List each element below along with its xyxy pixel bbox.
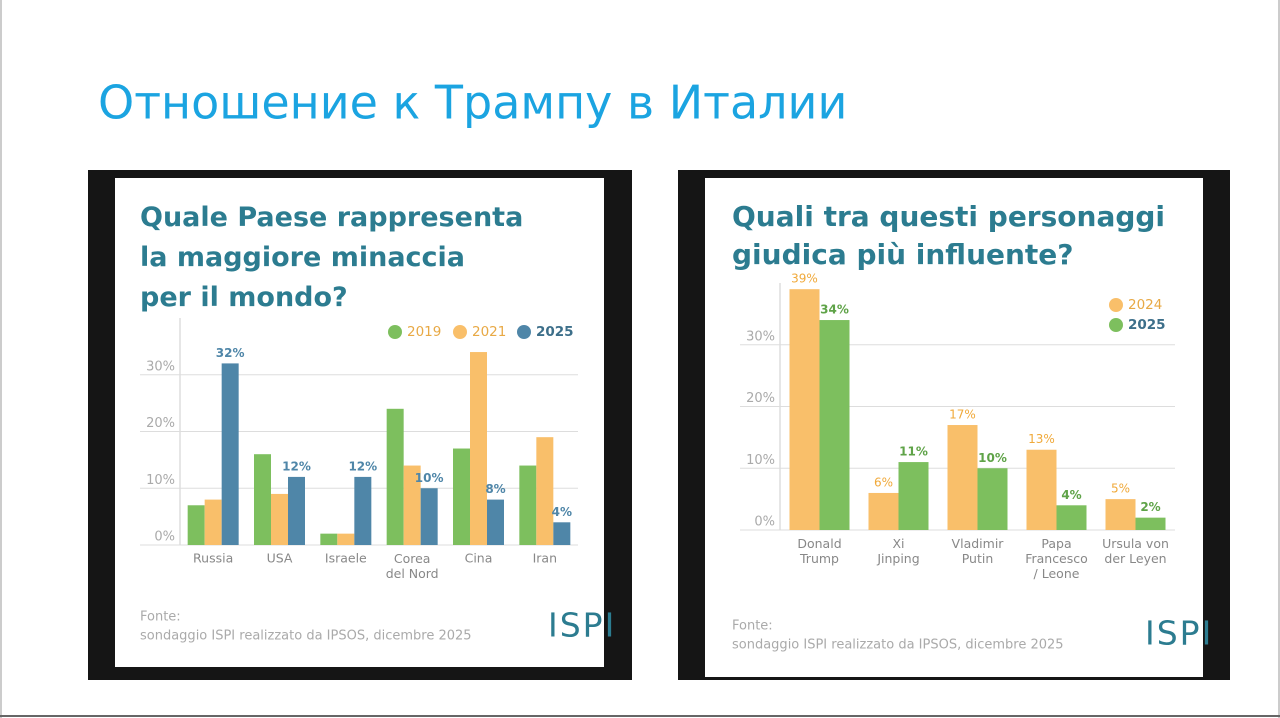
value-label: 4% — [552, 505, 572, 519]
value-label: 10% — [978, 451, 1007, 465]
legend-label: 2024 — [1128, 297, 1162, 313]
bar — [403, 465, 421, 545]
y-tick-label: 0% — [754, 515, 775, 530]
value-label: 12% — [282, 459, 311, 473]
bar — [271, 493, 288, 545]
legend-marker — [453, 325, 467, 339]
x-tick-label: Corea del Nord — [386, 551, 439, 581]
bar — [487, 499, 504, 545]
bar — [977, 468, 1008, 530]
x-tick-label: Vladimir Putin — [952, 536, 1005, 566]
bar — [337, 533, 355, 545]
bar — [536, 437, 554, 545]
value-label: 6% — [874, 475, 893, 489]
slide-title: Отношение к Трампу в Италии — [98, 76, 847, 130]
bar — [519, 465, 537, 545]
value-label: 11% — [899, 445, 928, 459]
bar — [947, 425, 978, 530]
bar — [354, 476, 372, 545]
bar — [898, 462, 929, 530]
bar — [819, 320, 850, 530]
y-tick-label: 30% — [746, 329, 775, 344]
source: Fonte: — [732, 619, 773, 634]
y-tick-label: 10% — [746, 453, 775, 468]
value-label: 13% — [1028, 432, 1055, 446]
chart-title: Quale Paese rappresenta la maggiore minac… — [140, 202, 523, 313]
value-label: 2% — [1140, 500, 1160, 514]
legend-label: 2025 — [1128, 317, 1166, 333]
panel — [115, 178, 604, 667]
y-tick-label: 20% — [146, 416, 175, 431]
bar — [470, 352, 487, 545]
legend-label: 2025 — [536, 324, 574, 340]
bar — [868, 492, 899, 530]
bar — [386, 408, 404, 545]
value-label: 34% — [820, 303, 849, 317]
legend-marker — [1109, 298, 1123, 312]
legend-marker — [388, 325, 402, 339]
legend-marker — [517, 325, 531, 339]
source: sondaggio ISPI realizzato da IPSOS, dice… — [732, 638, 1064, 653]
bar — [204, 499, 222, 545]
x-tick-label: Cina — [465, 551, 493, 566]
x-tick-label: Ursula von der Leyen — [1102, 536, 1169, 566]
bar — [1135, 517, 1166, 530]
legend-label: 2019 — [407, 324, 441, 340]
x-tick-label: Iran — [533, 551, 557, 566]
value-label: 8% — [485, 482, 505, 496]
x-tick-label: Russia — [193, 551, 233, 566]
logo: ISPI — [1145, 614, 1213, 653]
x-tick-label: Papa Francesco / Leone — [1025, 536, 1088, 581]
x-tick-label: USA — [267, 551, 293, 566]
chart-title: Quali tra questi personaggi giudica più i… — [732, 200, 1165, 271]
value-label: 17% — [949, 408, 976, 422]
value-label: 12% — [348, 459, 377, 473]
logo: ISPI — [548, 606, 616, 645]
y-tick-label: 20% — [746, 391, 775, 406]
bar — [553, 522, 571, 545]
source: sondaggio ISPI realizzato da IPSOS, dice… — [140, 629, 472, 644]
legend-label: 2021 — [472, 324, 506, 340]
bar — [453, 448, 470, 545]
x-tick-label: Xi Jinping — [876, 536, 919, 566]
value-label: 4% — [1061, 488, 1081, 502]
y-tick-label: 30% — [146, 359, 175, 374]
bar — [1026, 449, 1057, 530]
bar — [420, 488, 438, 545]
source: Fonte: — [140, 610, 181, 625]
x-tick-label: Donald Trump — [797, 536, 841, 566]
y-tick-label: 0% — [154, 530, 175, 545]
bar — [254, 454, 271, 545]
value-label: 32% — [216, 346, 245, 360]
bar — [1056, 505, 1087, 530]
x-tick-label: Israele — [325, 551, 367, 566]
value-label: 5% — [1111, 482, 1130, 496]
value-label: 10% — [415, 471, 444, 485]
bar — [221, 363, 239, 545]
bar — [789, 289, 820, 530]
y-tick-label: 10% — [146, 473, 175, 488]
value-label: 39% — [791, 272, 818, 286]
bar — [288, 476, 305, 545]
bar — [320, 533, 338, 545]
legend-marker — [1109, 318, 1123, 332]
bar — [187, 505, 205, 545]
bar — [1105, 499, 1136, 530]
